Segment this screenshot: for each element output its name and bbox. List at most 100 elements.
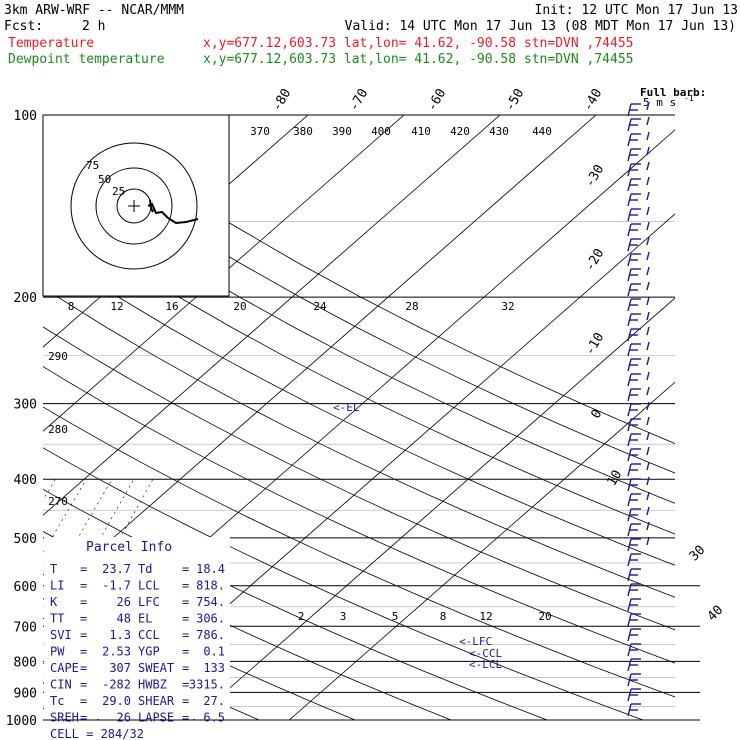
wind-barb-tick [646, 416, 650, 426]
pressure-label-900: 900 [14, 686, 37, 701]
isotherm-50 [192, 297, 675, 720]
wind-barb-tick [646, 371, 650, 381]
wind-barb [627, 191, 650, 207]
isotherm-label-1: -70 [347, 86, 372, 114]
parcel-row-1-key1: LI [50, 579, 64, 593]
parcel-row-0-eq2: = [182, 562, 189, 576]
wind-barb [627, 281, 650, 297]
wind-barb-tick [646, 221, 650, 231]
wind-barb-tick [646, 476, 650, 486]
wind-barb [627, 131, 650, 147]
parcel-row-6-val2: 133 [203, 661, 225, 675]
parcel-row-6-val1: 307 [109, 661, 131, 675]
theta-label-430: 430 [489, 125, 509, 138]
parcel-row-5-eq2: = [182, 645, 189, 659]
pressure-label-200: 200 [14, 291, 37, 306]
parcel-row-7-eq2: = [182, 678, 189, 692]
wind-barb [627, 146, 650, 162]
mixing-ratio-top-label-32: 32 [501, 300, 514, 313]
wind-barb [627, 311, 650, 327]
wind-barb [627, 371, 650, 387]
dewpoint-location: x,y=677.12,603.73 lat,lon= 41.62, -90.58… [203, 52, 633, 67]
dry-adiabat-380 [43, 406, 675, 698]
wind-barb [627, 446, 650, 462]
parcel-row-7-val1: -282 [102, 678, 131, 692]
isotherm-label-3: -50 [503, 86, 528, 114]
isotherm-60 [288, 381, 675, 720]
mixing-ratio-low-label-5: 5 [392, 610, 399, 623]
dry-adiabat-450 [43, 132, 675, 474]
parcel-row-5-eq1: = [80, 645, 87, 659]
wind-barb [627, 416, 650, 432]
wind-barb [627, 628, 641, 642]
dry-adiabat-410 [43, 286, 675, 598]
theta-left-label-290: 290 [48, 350, 68, 363]
parcel-row-2-eq2: = [182, 595, 189, 609]
dry-adiabat-420 [43, 247, 675, 566]
isotherm-label-2: -60 [425, 86, 450, 114]
hodograph-ring-label-50: 50 [98, 173, 111, 186]
parcel-row-7-key2: HWBZ [138, 678, 167, 692]
wind-barb [627, 161, 650, 177]
wind-barb [627, 688, 641, 702]
wind-barb [627, 553, 641, 567]
wind-barb [627, 266, 650, 282]
wind-barb-tick [646, 386, 650, 396]
init-time: Init: 12 UTC Mon 17 Jun 13 [535, 3, 739, 18]
isotherm-label-6: -20 [583, 246, 608, 274]
parcel-row-7-val2: 3315. [189, 678, 225, 692]
wind-barb [627, 206, 650, 222]
wind-barb-tick [646, 326, 650, 336]
parcel-row-5-key2: YGP [138, 645, 160, 659]
parcel-row-5-val1: 2.53 [102, 645, 131, 659]
parcel-row-3-val1: 48 [117, 612, 131, 626]
parcel-row-1-key2: LCL [138, 579, 160, 593]
fcst-value: 2 h [82, 19, 105, 34]
dry-adiabat-390 [43, 366, 675, 664]
dewpoint-legend: Dewpoint temperature [8, 52, 165, 67]
hodograph-ring-label-25: 25 [112, 185, 125, 198]
parcel-row-1-val1: -1.7 [102, 579, 131, 593]
wind-barb-tick [646, 311, 650, 321]
parcel-row-8-eq2: = [182, 694, 189, 708]
theta-left-label-280: 280 [48, 423, 68, 436]
wind-barb-tick [646, 161, 650, 171]
wind-barb [627, 461, 650, 477]
theta-label-380: 380 [293, 125, 313, 138]
mixing-ratio-top-label-24: 24 [313, 300, 327, 313]
wind-barb-tick [646, 281, 650, 291]
mixing-ratio-low-label-3: 3 [340, 610, 347, 623]
parcel-row-2-eq1: = [80, 595, 87, 609]
valid-time: Valid: 14 UTC Mon 17 Jun 13 (08 MDT Mon … [345, 19, 736, 34]
pressure-label-400: 400 [14, 473, 37, 488]
isotherm-label-4: -40 [581, 86, 606, 114]
pressure-label-100: 100 [14, 109, 37, 124]
parcel-row-4-eq2: = [182, 628, 189, 642]
hodograph-ring-75 [70, 142, 198, 270]
wind-barb [627, 521, 650, 537]
barb-legend-sup: -1 [684, 94, 694, 103]
theta-label-410: 410 [411, 125, 431, 138]
parcel-row-6-eq1: = [80, 661, 87, 675]
wind-barb-tick [646, 491, 650, 501]
wind-barb [627, 251, 650, 267]
parcel-row-9-eq2: = [182, 711, 189, 725]
wind-barb-tick [646, 236, 650, 246]
isotherm-label-11: 40 [705, 603, 727, 625]
wind-barb [627, 598, 641, 612]
parcel-row-8-val2: 27. [203, 694, 225, 708]
parcel-row-8-eq1: = [80, 694, 87, 708]
hodograph-ring-50 [95, 167, 173, 245]
isotherm-label-8: 0 [589, 407, 606, 421]
mixing-ratio-top-label-28: 28 [405, 300, 418, 313]
parcel-row-3-eq1: = [80, 612, 87, 626]
wind-barb-tick [646, 341, 650, 351]
wind-barb-tick [646, 296, 650, 306]
dry-adiabat-400 [43, 326, 675, 631]
pressure-label-500: 500 [14, 532, 37, 547]
hodograph-trace-start [149, 199, 154, 213]
wind-barb-tick [646, 176, 650, 186]
parcel-row-5-val2: 0.1 [203, 645, 225, 659]
wind-barb [627, 326, 650, 342]
